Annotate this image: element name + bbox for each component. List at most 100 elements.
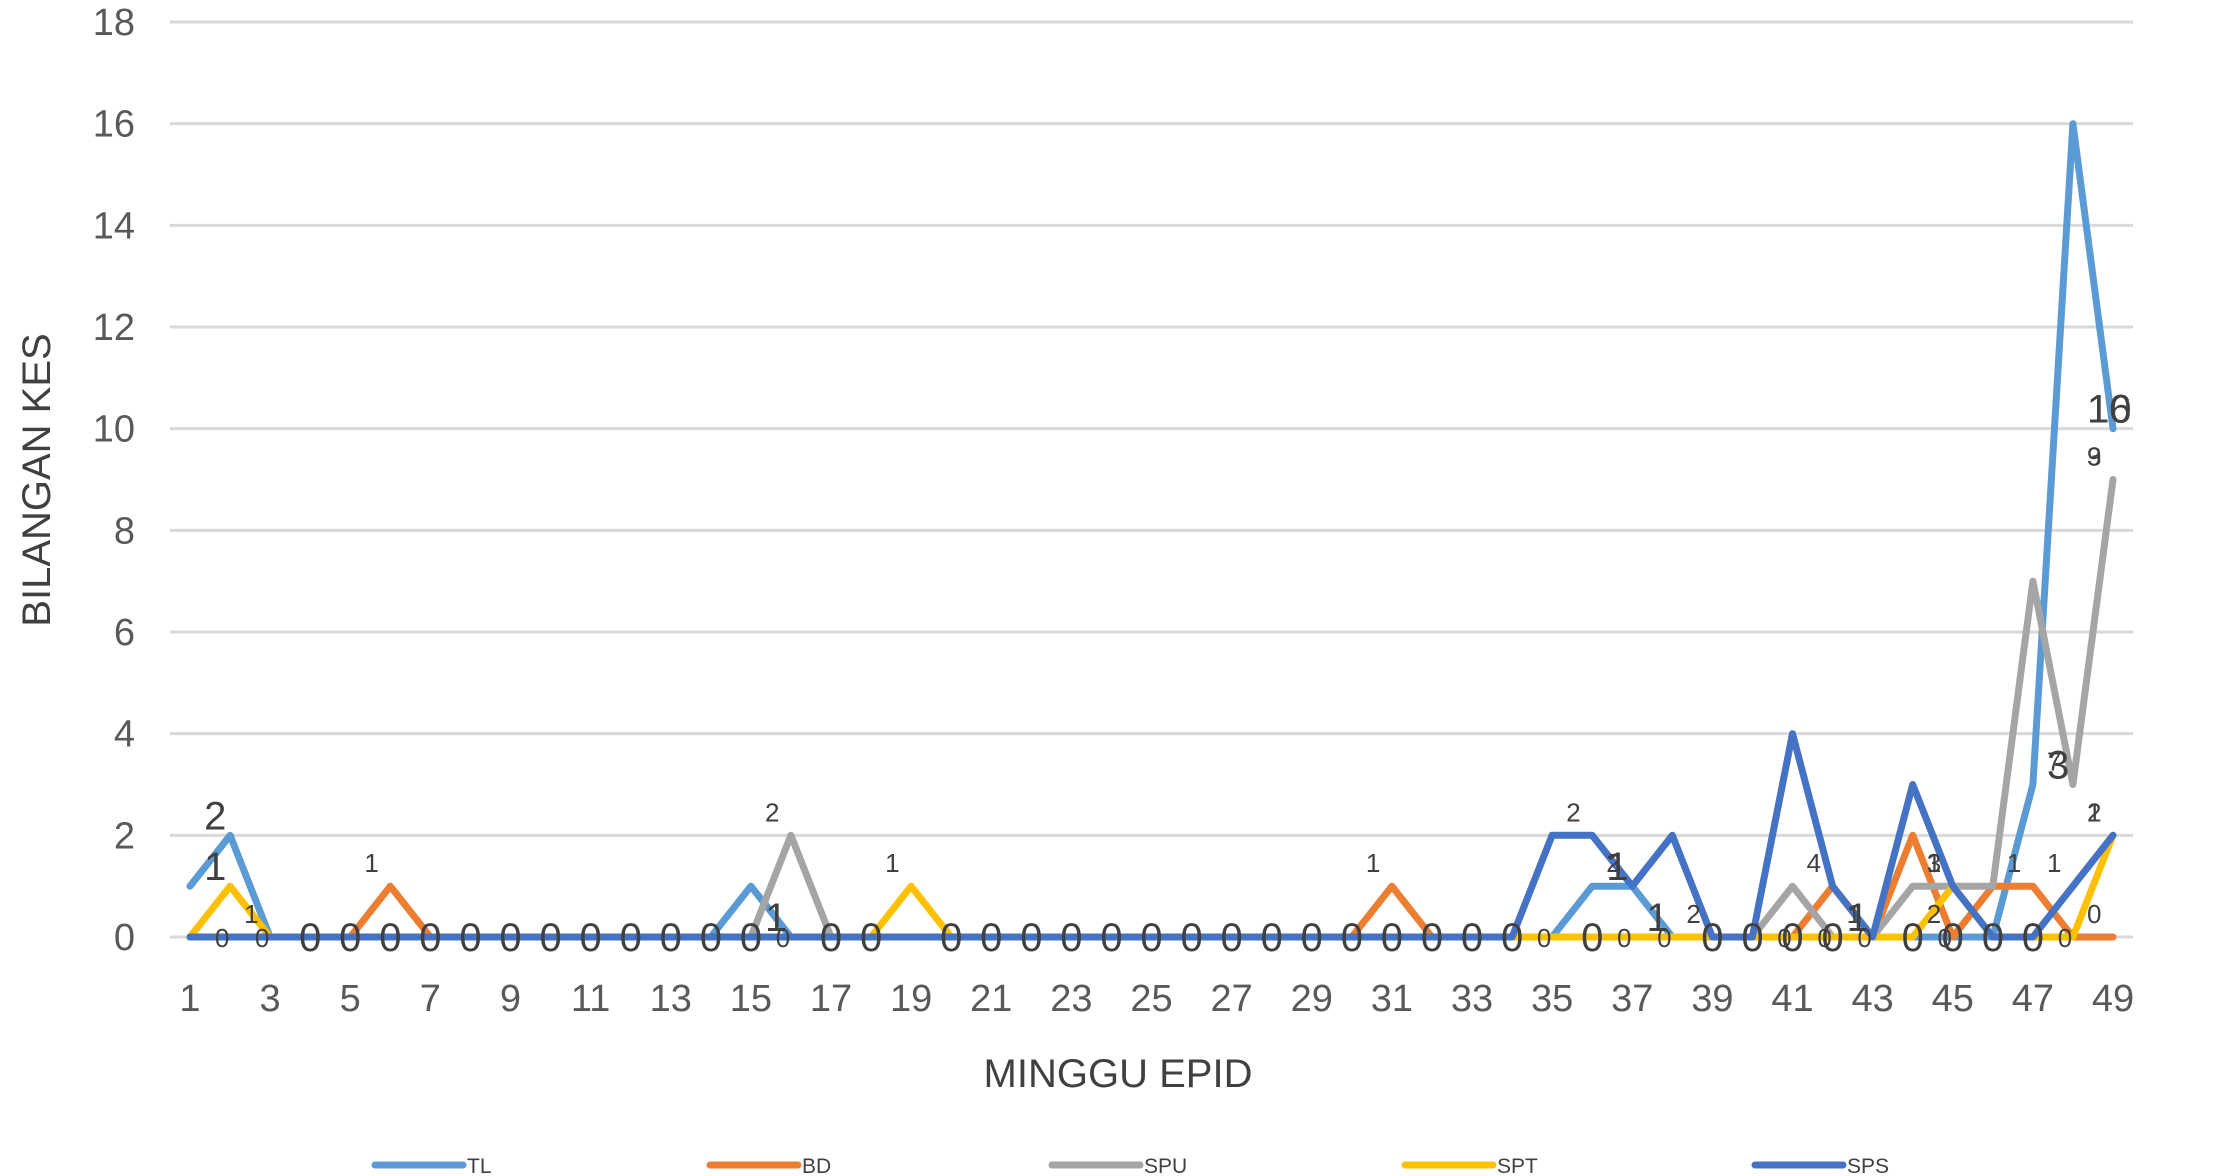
data-label-zero: 0: [1581, 916, 1603, 960]
data-label: 1: [1927, 848, 1941, 878]
y-tick-label: 14: [93, 205, 135, 247]
data-label: 2: [1686, 899, 1700, 929]
data-label-zero: 0: [339, 916, 361, 960]
data-label: 2: [1566, 797, 1580, 827]
x-tick-label: 9: [500, 978, 521, 1020]
legend-label-tl: TL: [467, 1155, 492, 1176]
x-tick-label: 29: [1291, 978, 1333, 1020]
x-tick-label: 35: [1531, 978, 1573, 1020]
data-label-zero: 0: [1817, 923, 1831, 953]
y-axis-ticks: 0 2 4 6 8 10 12 14 16 18: [93, 2, 135, 959]
data-label-zero: 0: [1821, 916, 1843, 960]
x-tick-label: 13: [650, 978, 692, 1020]
data-label-zero: 0: [1537, 923, 1551, 953]
data-label-zero: 0: [1180, 916, 1202, 960]
data-label-zero: 0: [1501, 916, 1523, 960]
x-tick-label: 3: [260, 978, 281, 1020]
legend-label-sps: SPS: [1847, 1155, 1889, 1176]
data-label: 1: [885, 848, 899, 878]
data-label-zero: 0: [740, 916, 762, 960]
data-label-zero: 0: [860, 916, 882, 960]
x-tick-label: 15: [730, 978, 772, 1020]
x-tick-label: 49: [2092, 978, 2134, 1020]
y-tick-label: 12: [93, 307, 135, 349]
data-label: 3: [2087, 442, 2101, 472]
data-label: 1: [364, 848, 378, 878]
data-label-zero: 0: [1301, 916, 1323, 960]
legend-label-spu: SPU: [1144, 1155, 1187, 1176]
data-label: 1: [244, 899, 258, 929]
x-tick-label: 1: [179, 978, 200, 1020]
y-tick-label: 2: [114, 815, 135, 857]
data-label-zero: 0: [660, 916, 682, 960]
x-tick-label: 23: [1050, 978, 1092, 1020]
data-label: 1: [1847, 896, 1869, 940]
data-label-zero: 0: [1781, 916, 1803, 960]
x-tick-label: 31: [1371, 978, 1413, 1020]
data-label-zero: 0: [1617, 923, 1631, 953]
data-label: 10: [2087, 388, 2132, 432]
y-tick-label: 8: [114, 510, 135, 552]
data-label-zero: 0: [459, 916, 481, 960]
data-label-zero: 0: [1741, 916, 1763, 960]
data-label: 1: [1847, 899, 1861, 929]
series-line-sps: [186, 730, 2117, 941]
data-label: 1: [1606, 845, 1628, 889]
data-label-zero: 0: [2058, 923, 2072, 953]
data-label: 2: [204, 794, 226, 838]
data-label: 4: [1807, 848, 1821, 878]
data-label: 1: [1366, 848, 1380, 878]
x-tick-label: 7: [420, 978, 441, 1020]
data-label-zero: 0: [419, 916, 441, 960]
data-label-zero: 0: [620, 916, 642, 960]
data-label: 1: [204, 845, 226, 889]
data-label-zero: 0: [499, 916, 521, 960]
data-label-zero: 0: [1140, 916, 1162, 960]
data-label-zero: 0: [1341, 916, 1363, 960]
data-label-zero: 0: [1657, 923, 1671, 953]
y-tick-label: 4: [114, 714, 135, 756]
y-tick-label: 18: [93, 2, 135, 44]
data-label-zero: 0: [776, 923, 790, 953]
data-label-zero: 0: [1857, 923, 1871, 953]
data-label-zero: 0: [1982, 916, 2004, 960]
data-label-zero: 0: [539, 916, 561, 960]
data-label-zero: 0: [379, 916, 401, 960]
data-label: 2: [2087, 797, 2101, 827]
data-label: 1: [2047, 848, 2061, 878]
x-tick-label: 45: [1932, 978, 1974, 1020]
x-tick-label: 41: [1771, 978, 1813, 1020]
legend: TL BD SPU SPT SPS: [371, 1155, 1889, 1176]
y-tick-label: 16: [93, 104, 135, 146]
x-tick-label: 37: [1611, 978, 1653, 1020]
data-label-zero: 0: [1060, 916, 1082, 960]
data-label-zero: 0: [1701, 916, 1723, 960]
x-tick-label: 43: [1851, 978, 1893, 1020]
x-tick-label: 5: [340, 978, 361, 1020]
x-tick-label: 19: [890, 978, 932, 1020]
x-axis-ticks: 1 3 5 7 9 11 13 15 17 19 21 23 25 27 29 31 33 35 37 39 41 43 4…: [179, 978, 2134, 1020]
data-label: 1: [2007, 848, 2021, 878]
data-label-zero: 0: [820, 916, 842, 960]
x-tick-label: 27: [1210, 978, 1252, 1020]
data-label: 9: [2087, 442, 2101, 472]
data-label-zero: 0: [1938, 923, 1952, 953]
data-label-zero: 0: [940, 916, 962, 960]
data-label-zero: 0: [299, 916, 321, 960]
data-label: 2: [1606, 848, 1620, 878]
x-tick-label: 11: [571, 978, 610, 1020]
data-label-zero: 0: [2022, 916, 2044, 960]
legend-label-spt: SPT: [1497, 1155, 1538, 1176]
data-label-zero: 0: [1100, 916, 1122, 960]
gridlines: [170, 20, 2133, 939]
data-label: 16: [2087, 388, 2132, 432]
data-label-zero: 0: [1461, 916, 1483, 960]
data-label-zero: 0: [255, 923, 269, 953]
data-label-zero: 0: [1902, 916, 1924, 960]
legend-label-bd: BD: [802, 1155, 831, 1176]
x-tick-label: 17: [810, 978, 852, 1020]
data-label: 1: [765, 896, 787, 940]
data-label-zero: 0: [1942, 916, 1964, 960]
